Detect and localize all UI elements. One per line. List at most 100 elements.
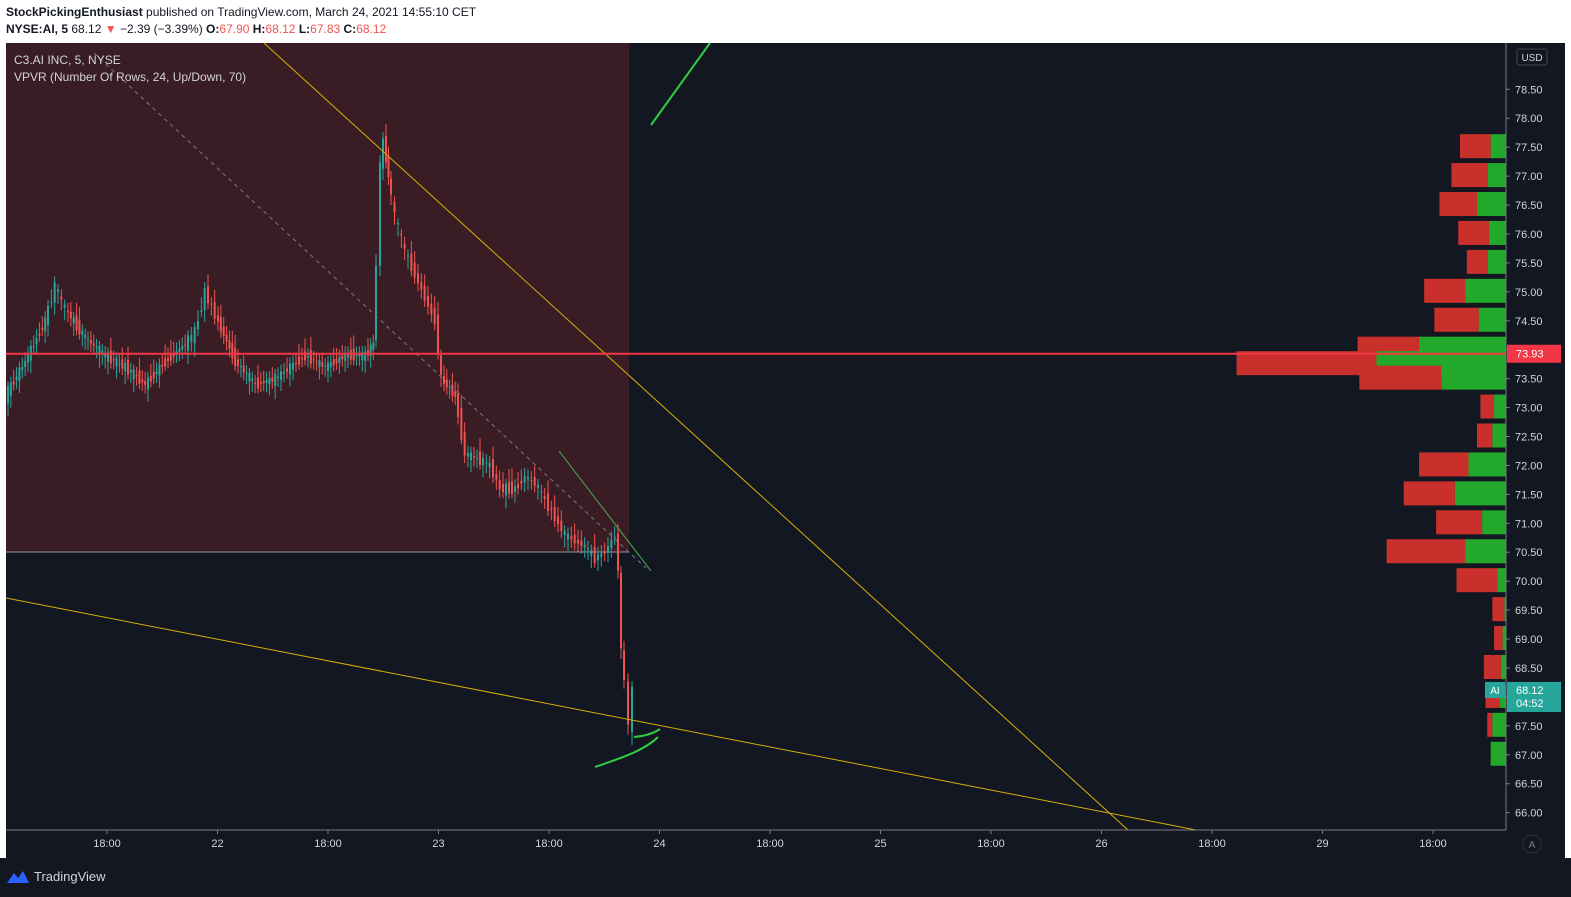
candle-body <box>60 296 63 300</box>
chart-pane[interactable]: 66.0066.5067.0067.5068.0068.5069.0069.50… <box>6 43 1565 858</box>
candle-body <box>332 359 335 366</box>
candle-body <box>27 354 29 363</box>
arrow-annotation <box>650 43 711 126</box>
candle-body <box>280 371 282 380</box>
volume-profile-down-bar <box>1459 134 1491 159</box>
candle-body <box>327 362 329 372</box>
candle-body <box>158 364 161 376</box>
candle-body <box>107 352 109 362</box>
candle-body <box>324 365 327 368</box>
candle-body <box>417 273 419 283</box>
candle-body <box>375 265 377 341</box>
price-tick-label: 69.50 <box>1515 605 1543 617</box>
candle-body <box>53 282 56 303</box>
candle-body <box>563 530 566 535</box>
volume-profile-down-bar <box>1483 654 1501 679</box>
close-label: C: <box>343 22 357 36</box>
candle-body <box>104 352 107 358</box>
price-tick-label: 74.50 <box>1515 316 1543 328</box>
price-tick-label: 69.00 <box>1515 634 1543 646</box>
price-tick-label: 70.00 <box>1515 576 1543 588</box>
candle-body <box>167 358 169 361</box>
last-price-badge <box>1507 681 1561 712</box>
low-label: L: <box>298 22 311 36</box>
volume-profile-up-bar <box>1494 394 1506 419</box>
candle-body <box>63 304 66 308</box>
candle-body <box>423 285 426 301</box>
time-tick-label: 23 <box>432 838 444 850</box>
candle-body <box>448 387 451 389</box>
candle-body <box>543 495 546 499</box>
symbol-legend[interactable]: C3.AI INC, 5, NYSE <box>14 53 121 67</box>
candle-body <box>283 372 285 374</box>
candle-body <box>390 178 392 195</box>
candle-body <box>517 483 519 489</box>
candle-body <box>141 379 144 383</box>
time-axis-background <box>6 830 1506 858</box>
candle-body <box>479 451 481 465</box>
candle-body <box>307 355 309 358</box>
volume-profile-down-bar <box>1466 249 1488 274</box>
price-tick-label: 67.50 <box>1515 721 1543 733</box>
trendline-descending-major <box>263 43 1129 831</box>
volume-profile-down-bar <box>1439 192 1478 217</box>
price-tick-label: 77.50 <box>1515 142 1543 154</box>
candle-body <box>445 379 448 388</box>
candle-body <box>385 136 387 163</box>
time-tick-label: 29 <box>1316 838 1328 850</box>
candle-body <box>372 342 375 350</box>
volume-profile-up-bar <box>1504 597 1506 622</box>
volume-profile-up-bar <box>1487 249 1506 274</box>
candle-body <box>262 380 265 384</box>
candle-body <box>251 378 254 381</box>
candle-body <box>537 485 539 488</box>
candle-body <box>248 372 251 382</box>
candle-body <box>473 456 475 458</box>
candle-body <box>570 535 573 540</box>
auto-scale-label: A <box>1529 840 1536 851</box>
volume-profile-down-bar <box>1492 597 1505 622</box>
close-value: 68.12 <box>356 22 387 36</box>
volume-profile-down-bar <box>1480 394 1495 419</box>
candle-body <box>245 372 248 374</box>
candle-body <box>597 554 599 561</box>
candle-body <box>430 303 433 315</box>
volume-profile-down-bar <box>1236 351 1377 376</box>
candle-body <box>190 335 193 342</box>
candle-body <box>67 310 69 313</box>
candle-body <box>437 314 439 355</box>
volume-profile-up-bar <box>1490 741 1506 766</box>
candle-body <box>631 686 633 733</box>
volume-profile-up-bar <box>1454 481 1506 506</box>
candle-body <box>200 310 203 312</box>
volume-profile-up-bar <box>1465 278 1506 303</box>
price-tick-label: 71.50 <box>1515 489 1543 501</box>
price-tick-label: 73.50 <box>1515 374 1543 386</box>
candle-body <box>508 482 510 494</box>
candle-body <box>155 371 158 375</box>
author-name[interactable]: StockPickingEnthusiast <box>6 5 143 19</box>
indicator-legend[interactable]: VPVR (Number Of Rows, 24, Up/Down, 70) <box>14 70 247 84</box>
volume-profile-up-bar <box>1478 307 1506 332</box>
shaded-zone <box>6 43 629 552</box>
tradingview-branding[interactable]: TradingView <box>6 869 106 884</box>
price-tick-label: 66.00 <box>1515 808 1543 820</box>
chart-canvas[interactable]: 66.0066.5067.0067.5068.0068.5069.0069.50… <box>6 43 1565 858</box>
candle-body <box>274 373 277 387</box>
candle-body <box>127 359 129 375</box>
candle-body <box>47 306 49 326</box>
volume-profile-down-bar <box>1436 510 1483 535</box>
candle-body <box>12 381 15 385</box>
marker-stroke <box>633 728 661 738</box>
candle-body <box>533 476 536 486</box>
time-tick-label: 18:00 <box>314 838 342 850</box>
candle-body <box>271 377 274 382</box>
candle-body <box>175 351 178 354</box>
candle-body <box>109 350 112 364</box>
candle-body <box>15 376 18 381</box>
candle-body <box>580 540 583 546</box>
candle-body <box>289 363 291 375</box>
candle-body <box>457 393 459 417</box>
candle-body <box>530 479 533 481</box>
candle-body <box>35 337 38 345</box>
